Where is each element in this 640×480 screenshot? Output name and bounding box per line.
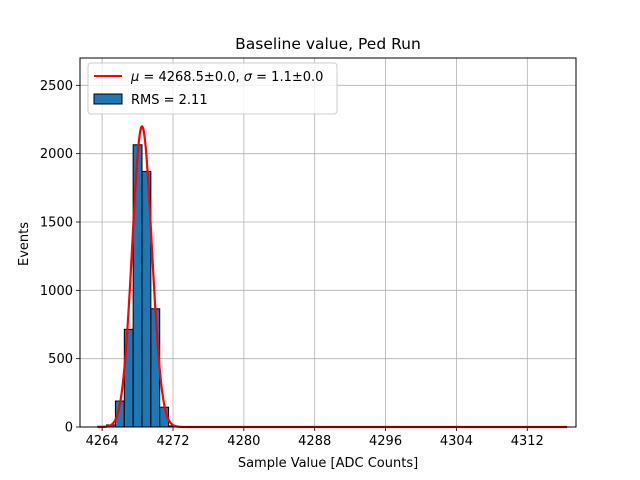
- y-tick-label: 1000: [40, 284, 73, 299]
- legend-hist-label: RMS = 2.11: [131, 93, 208, 108]
- legend-box: [87, 62, 338, 115]
- x-axis: 4264 4272 4280 4288 4296 4304 4312: [86, 427, 544, 449]
- legend-fit-text-part: = 1.1±0.0: [252, 70, 323, 85]
- y-tick-label: 1500: [40, 216, 73, 231]
- plot-frame: [79, 57, 577, 428]
- histogram-bar: [150, 308, 161, 428]
- legend-fit-label: μ = 4268.5±0.0, σ = 1.1±0.0: [130, 70, 323, 85]
- y-axis-title: Events: [17, 222, 32, 266]
- x-tick-label: 4288: [298, 434, 331, 449]
- x-tick-label: 4304: [440, 434, 473, 449]
- legend-fit-symbol: μ: [130, 70, 139, 85]
- x-tick-label: 4280: [227, 434, 260, 449]
- legend-fit-text-part: = 4268.5±0.0,: [139, 70, 243, 85]
- x-axis-title: Sample Value [ADC Counts]: [238, 456, 418, 471]
- y-axis: 0 500 1000 1500 2000 2500: [40, 79, 80, 436]
- x-tick-label: 4272: [156, 434, 189, 449]
- legend: μ = 4268.5±0.0, σ = 1.1±0.0 RMS = 2.11: [87, 62, 338, 115]
- x-tick-label: 4296: [369, 434, 402, 449]
- x-tick-label: 4312: [511, 434, 544, 449]
- y-tick-label: 0: [65, 421, 73, 436]
- y-tick-label: 2000: [40, 147, 73, 162]
- x-tick-label: 4264: [86, 434, 119, 449]
- y-tick-label: 500: [48, 352, 73, 367]
- legend-hist-swatch: [93, 93, 123, 105]
- chart-title: Baseline value, Ped Run: [235, 35, 421, 53]
- legend-fit-symbol: σ: [244, 70, 253, 85]
- y-tick-label: 2500: [40, 79, 73, 94]
